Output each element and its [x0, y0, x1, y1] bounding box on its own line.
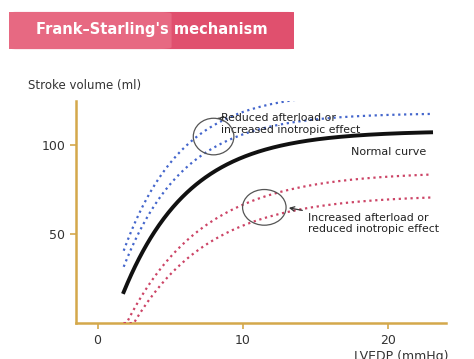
Text: Stroke volume (ml): Stroke volume (ml): [28, 79, 141, 92]
Text: Increased afterload or
reduced inotropic effect: Increased afterload or reduced inotropic…: [290, 207, 439, 234]
Text: Normal curve: Normal curve: [351, 147, 427, 157]
FancyBboxPatch shape: [1, 12, 302, 49]
X-axis label: LVEDP (mmHg): LVEDP (mmHg): [354, 350, 448, 359]
FancyBboxPatch shape: [1, 12, 172, 49]
Text: Frank–Starling's mechanism: Frank–Starling's mechanism: [36, 22, 267, 37]
Text: Reduced afterload or
increased inotropic effect: Reduced afterload or increased inotropic…: [218, 113, 360, 135]
